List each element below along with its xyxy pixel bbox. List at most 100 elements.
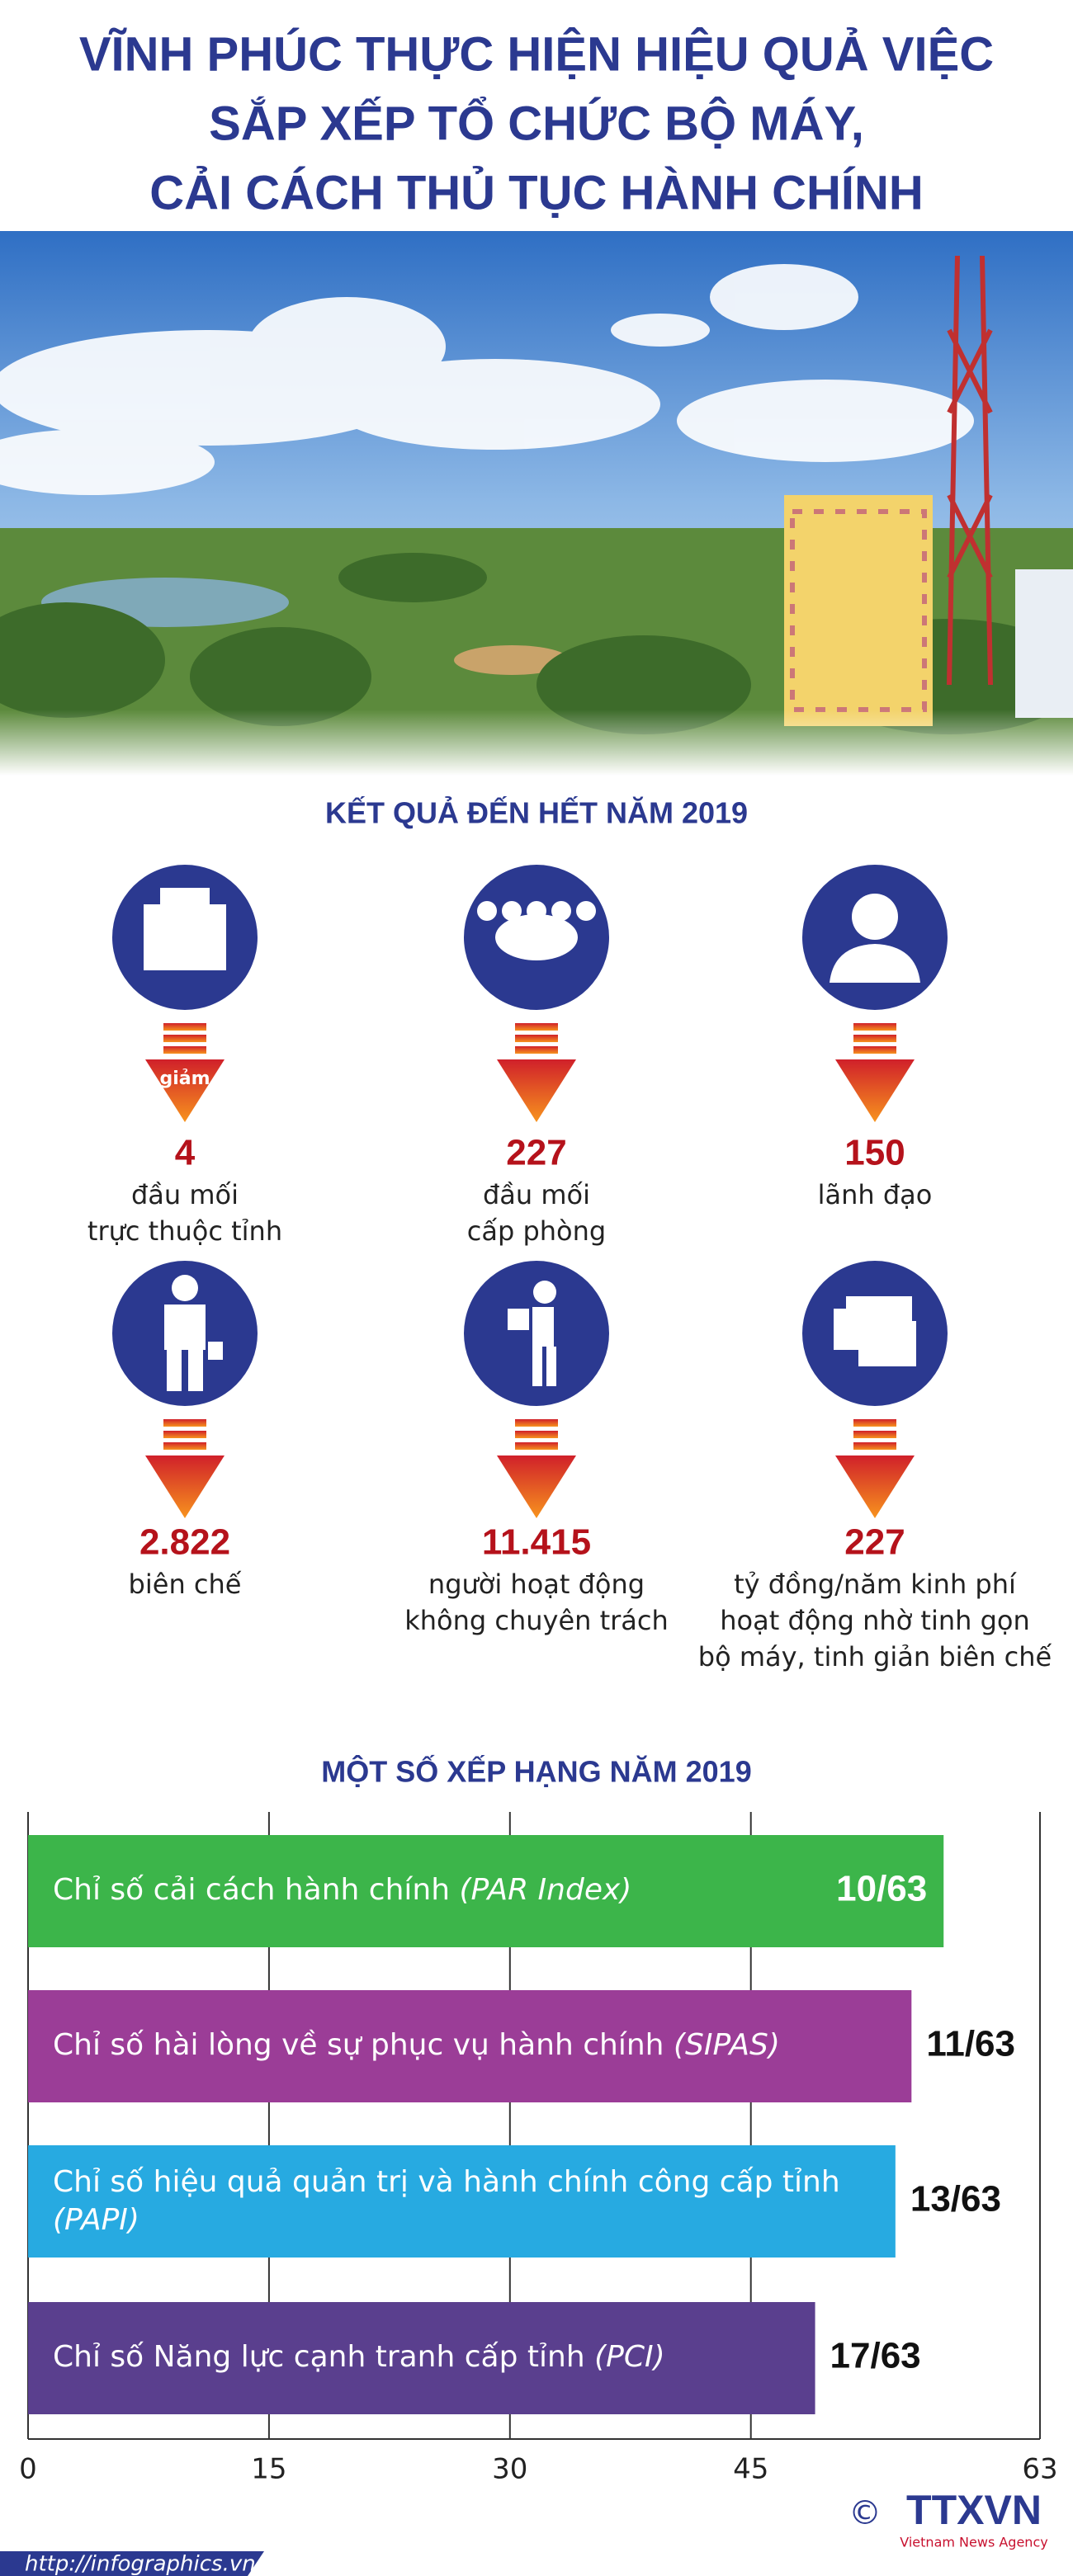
footer-url: http://infographics.vn — [25, 2552, 256, 2576]
arrow-stripe — [515, 1442, 558, 1450]
section-heading: KẾT QUẢ ĐẾN HẾT NĂM 2019 — [325, 796, 748, 830]
icon — [508, 1281, 556, 1386]
copyright: © — [848, 2494, 882, 2532]
icon-part — [495, 914, 578, 960]
stat-label: hoạt động nhờ tinh gọn — [720, 1605, 1030, 1636]
x-tick-label: 0 — [19, 2453, 37, 2486]
x-tick-label: 63 — [1022, 2453, 1057, 2486]
rank-label: 17/63 — [830, 2336, 921, 2376]
stat-value: 150 — [844, 1133, 905, 1173]
arrow-stripe — [515, 1046, 558, 1054]
icon-part — [208, 1342, 223, 1360]
stat-value: 11.415 — [482, 1522, 591, 1563]
arrow-stripe — [163, 1035, 206, 1042]
arrow-stripe — [163, 1419, 206, 1427]
icon-part — [188, 1350, 203, 1391]
title-line: VĨNH PHÚC THỰC HIỆN HIỆU QUẢ VIỆC — [79, 27, 994, 81]
stat-label: không chuyên trách — [404, 1605, 669, 1636]
icon-part — [164, 1305, 206, 1350]
arrow-stripe — [163, 1023, 206, 1031]
stat-label: đầu mối — [483, 1179, 590, 1210]
icon — [834, 1296, 916, 1366]
icon-part — [546, 1347, 556, 1386]
bar — [28, 1835, 944, 1947]
arrow-stripe — [853, 1046, 896, 1054]
arrow-stripe — [853, 1442, 896, 1450]
icon — [477, 901, 596, 960]
icon-part — [173, 946, 197, 970]
arrow-head — [145, 1059, 225, 1122]
icon-part — [532, 1347, 542, 1386]
arrow-head — [835, 1059, 915, 1122]
chart-title: MỘT SỐ XẾP HẠNG NĂM 2019 — [321, 1754, 751, 1789]
rank-label: 13/63 — [910, 2179, 1001, 2220]
stat-label: cấp phòng — [467, 1215, 606, 1247]
arrow-stripe — [853, 1023, 896, 1031]
bar-label: Chỉ số cải cách hành chính (PAR Index) — [53, 1873, 631, 1907]
bar — [28, 2302, 815, 2414]
icon — [164, 1275, 223, 1391]
icon-part — [160, 888, 210, 904]
icon-part — [858, 1321, 916, 1366]
stat-label: bộ máy, tinh giản biên chế — [698, 1641, 1052, 1673]
x-tick-label: 15 — [251, 2453, 286, 2486]
logo-sub: Vietnam News Agency — [900, 2535, 1047, 2550]
bar — [28, 1990, 912, 2102]
icon-part — [551, 901, 571, 921]
arrow-head — [497, 1059, 576, 1122]
arrow-head — [145, 1455, 225, 1518]
stat-label: trực thuộc tỉnh — [87, 1215, 282, 1247]
arrow-stripe — [853, 1419, 896, 1427]
icon-part — [532, 1307, 554, 1347]
x-tick-label: 30 — [492, 2453, 527, 2486]
arrow-stripe — [163, 1442, 206, 1450]
photo — [0, 231, 1073, 776]
category-note: (SIPAS) — [674, 2028, 780, 2062]
icon-part — [533, 1281, 556, 1304]
category: Chỉ số cải cách hành chính — [53, 1873, 450, 1907]
arrow-stripe — [853, 1431, 896, 1438]
icon-part — [477, 901, 497, 921]
stat-label: lãnh đạo — [818, 1179, 933, 1210]
arrow-stripe — [515, 1431, 558, 1438]
icon — [144, 888, 226, 970]
stat-value: 227 — [844, 1522, 905, 1563]
stat-label: biên chế — [129, 1569, 242, 1600]
bar-label: Chỉ số Năng lực cạnh tranh cấp tỉnh (PCI… — [53, 2340, 665, 2374]
rank-label: 11/63 — [926, 2024, 1015, 2064]
icon-part — [167, 1350, 182, 1391]
category-note: (PCI) — [594, 2340, 665, 2374]
bar-label: Chỉ số hiệu quả quản trị và hành chính c… — [53, 2165, 849, 2237]
icon-part — [527, 901, 546, 921]
arrow-head — [497, 1455, 576, 1518]
x-tick-label: 45 — [733, 2453, 768, 2486]
stat-value: 4 — [175, 1133, 196, 1173]
icon-part — [852, 894, 898, 940]
stat-value: 2.822 — [139, 1522, 230, 1563]
logo: TTXVN — [906, 2487, 1042, 2533]
stat-label: đầu mối — [131, 1179, 239, 1210]
category-note: (PAR Index) — [459, 1873, 631, 1907]
bar-label: Chỉ số hài lòng về sự phục vụ hành chính… — [53, 2028, 780, 2062]
bar — [28, 2145, 896, 2258]
title-line: SẮP XẾP TỔ CHỨC BỘ MÁY, — [209, 97, 864, 150]
footer-strip — [0, 2551, 264, 2576]
category: Chỉ số hiệu quả quản trị và hành chính c… — [53, 2165, 840, 2199]
icon-part — [576, 901, 596, 921]
title-line: CẢI CÁCH THỦ TỤC HÀNH CHÍNH — [149, 166, 924, 219]
stat-label: tỷ đồng/năm kinh phí — [734, 1569, 1017, 1600]
arrow-stripe — [515, 1419, 558, 1427]
category: Chỉ số hài lòng về sự phục vụ hành chính — [53, 2028, 664, 2062]
arrow-stripe — [515, 1035, 558, 1042]
category-note: (PAPI) — [53, 2203, 139, 2237]
icon-part — [508, 1309, 529, 1330]
icon-part — [502, 901, 522, 921]
arrow-stripe — [163, 1046, 206, 1054]
icon — [830, 894, 920, 983]
stat-value: 227 — [506, 1133, 566, 1173]
arrow-stripe — [515, 1023, 558, 1031]
arrow-label: giảm — [159, 1069, 210, 1089]
arrow-head — [835, 1455, 915, 1518]
